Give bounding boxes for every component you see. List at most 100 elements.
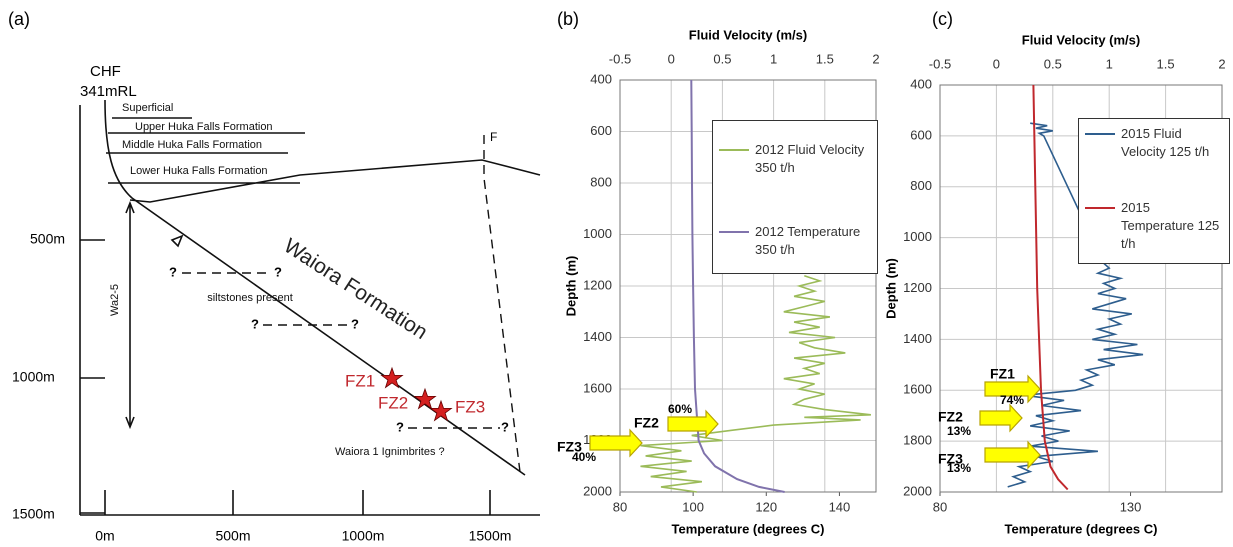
distance-scale-label: 0m [95,528,114,544]
x2-tick-label: 80 [933,499,947,514]
elevation-label: 341mRL [80,83,137,100]
x2-tick-label: 130 [1120,499,1142,514]
legend-swatch [719,149,749,151]
siltstones-label: siltstones present [207,292,293,304]
x-tick-label: 0 [993,56,1000,71]
x-tick-label: 2 [872,51,879,66]
y-tick-label: 1000 [583,226,612,241]
legend-label: 2015 Temperature 125 t/h [1121,200,1220,251]
fault-line [483,135,521,473]
zone-label: FZ1 [345,371,375,390]
x-tick-label: 1 [1106,56,1113,71]
zone-share: 40% [572,450,596,464]
question-mark: ? [351,316,359,331]
fault-zone-star [429,399,453,422]
zone-share: 60% [668,402,692,416]
legend: 2015 Fluid Velocity 125 t/h 2015 Temperat… [1078,118,1230,264]
x-tick-label: 1.5 [1157,56,1175,71]
x-axis-title: Fluid Velocity (m/s) [689,27,807,42]
legend-label: 2012 Temperature 350 t/h [755,224,861,257]
depth-scale-label: 500m [30,231,65,247]
fault-label: F [490,130,497,144]
zone-arrow [979,403,1023,433]
zone-label: FZ3 [938,451,963,467]
distance-scale-label: 500m [215,528,250,544]
formation-boundaries [106,117,541,203]
y-tick-label: 2000 [583,483,612,498]
series-line [690,79,785,493]
well-section-label: Wa2-5 [109,284,121,316]
zone-label: FZ1 [990,366,1015,382]
well-label: CHF [90,63,121,80]
depth-scale-label: 1000m [12,369,55,385]
y-tick-label: 2000 [903,483,932,498]
question-mark: ? [396,419,404,434]
legend-swatch [1085,133,1115,135]
layer-label: Lower Huka Falls Formation [130,165,268,177]
y-tick-label: 800 [590,174,612,189]
y-tick-label: 1200 [903,280,932,295]
question-mark: ? [251,316,259,331]
zone-share: 74% [1000,393,1024,407]
y-axis-title: Depth (m) [883,258,898,319]
y-tick-label: 400 [590,71,612,86]
question-mark: ? [501,419,509,434]
legend-label: 2015 Fluid Velocity 125 t/h [1121,126,1210,159]
zone-label: FZ2 [378,393,408,412]
x-axis-title: Fluid Velocity (m/s) [1022,32,1140,47]
depth-scale-label: 1500m [12,506,55,522]
panel-label: (a) [8,9,30,29]
series-line [640,274,871,493]
plot-frame [619,79,877,493]
depth-arrow [125,200,135,430]
x2-tick-label: 140 [829,499,851,514]
zone-label: FZ3 [455,397,485,416]
legend-label: 2012 Fluid Velocity 350 t/h [755,142,865,175]
zone-label: FZ3 [557,439,582,455]
plot-frame [939,84,1223,493]
zone-arrow [984,440,1041,470]
x2-tick-label: 120 [755,499,777,514]
fault-zone-star [413,387,437,410]
layer-label: Middle Huka Falls Formation [122,139,262,151]
layer-label: Superficial [122,102,173,114]
legend-swatch [1085,207,1115,209]
marker [170,234,184,248]
x-tick-label: 1.5 [816,51,834,66]
y-tick-label: 1400 [583,329,612,344]
y-axis-title: Depth (m) [563,256,578,317]
ignimbrites-label: Waiora 1 Ignimbrites ? [335,446,445,458]
zone-label: FZ2 [634,415,659,431]
scale-ticks [80,239,491,515]
x-tick-label: 1 [770,51,777,66]
x2-tick-label: 100 [682,499,704,514]
y-tick-label: 1600 [903,382,932,397]
panel-label: (c) [932,9,953,29]
y-tick-label: 1400 [903,331,932,346]
y-tick-label: 800 [910,178,932,193]
y-tick-label: 600 [910,127,932,142]
series-line [1007,122,1144,488]
x-tick-label: 0 [668,51,675,66]
x2-tick-label: 80 [613,499,627,514]
x-tick-label: -0.5 [929,56,951,71]
zone-share: 13% [947,461,971,475]
question-mark: ? [274,264,282,279]
y-tick-label: 600 [590,123,612,138]
x-tick-label: 0.5 [713,51,731,66]
zone-arrow [589,428,643,458]
y-tick-label: 1600 [583,380,612,395]
y-tick-label: 1000 [903,229,932,244]
x-tick-label: 2 [1218,56,1225,71]
legend-swatch [719,231,749,233]
question-mark: ? [169,264,177,279]
distance-scale-label: 1500m [469,528,512,544]
dashed-markers [182,272,500,429]
zone-arrow [667,409,719,439]
x-tick-label: -0.5 [609,51,631,66]
y-tick-label: 400 [910,76,932,91]
zone-arrow [984,374,1041,404]
distance-scale-label: 1000m [342,528,385,544]
